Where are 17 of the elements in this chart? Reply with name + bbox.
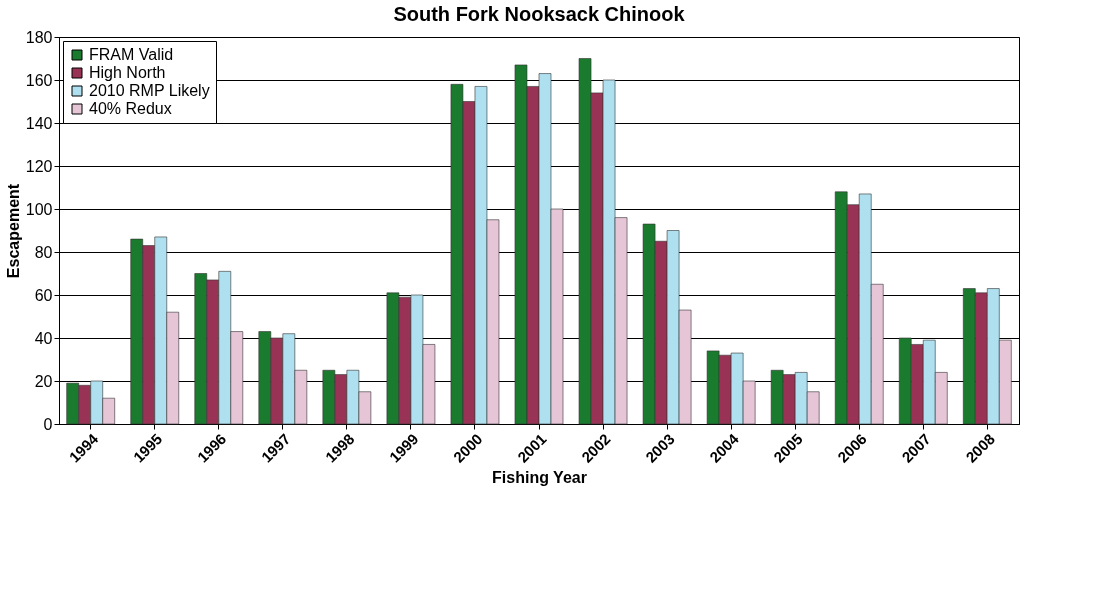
y-tick-label: 0 <box>43 415 53 433</box>
y-tick-label: 20 <box>34 372 53 390</box>
y-tick-label: 60 <box>34 286 53 304</box>
y-tick-label: 100 <box>25 200 53 218</box>
legend-label: 40% Redux <box>89 100 172 117</box>
x-axis-title: Fishing Year <box>492 468 587 486</box>
chart-title: South Fork Nooksack Chinook <box>393 3 686 25</box>
legend-label: FRAM Valid <box>89 46 174 63</box>
y-tick-label: 180 <box>25 28 53 46</box>
y-tick-label: 80 <box>34 243 53 261</box>
legend-label: 2010 RMP Likely <box>89 82 210 99</box>
legend-label: High North <box>89 64 166 81</box>
y-tick-label: 40 <box>34 329 53 347</box>
y-tick-label: 120 <box>25 157 53 175</box>
y-tick-label: 160 <box>25 71 53 89</box>
y-axis-title: Escapement <box>4 183 22 279</box>
y-tick-label: 140 <box>25 114 53 132</box>
